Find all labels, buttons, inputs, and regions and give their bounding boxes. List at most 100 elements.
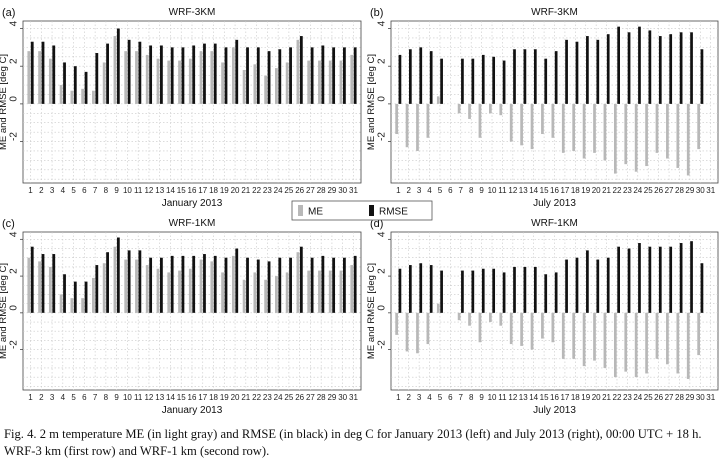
me-bar [81,88,85,104]
x-tick-label: 22 [252,393,261,402]
x-tick-label: 2 [406,186,411,195]
me-bar [509,103,513,142]
rmse-bar [299,246,303,313]
x-tick-label: 29 [685,393,694,402]
y-tick-label: 0 [377,305,388,311]
x-tick-label: 30 [338,393,347,402]
x-tick-label: 17 [560,393,569,402]
x-tick-label: 14 [529,186,538,195]
me-bar [178,270,181,313]
rmse-bar [398,268,402,313]
x-tick-label: 17 [198,186,207,195]
me-bar [686,103,690,176]
me-bar [188,58,192,104]
x-tick-label: 3 [50,393,55,402]
rmse-bar [440,58,443,104]
x-tick-label: 29 [685,186,694,195]
x-tick-label: 15 [177,186,186,195]
x-tick-label: 7 [459,186,464,195]
chart-title: WRF-1KM [531,218,578,229]
x-tick-label: 14 [529,393,538,402]
me-legend-swatch [298,205,303,216]
x-tick-label: 25 [644,393,653,402]
x-tick-label: 5 [71,186,76,195]
me-bar [199,51,203,104]
x-tick-label: 1 [396,186,401,195]
rmse-bar [648,30,652,104]
me-bar [231,47,235,104]
x-tick-label: 15 [177,393,186,402]
rmse-bar [63,62,66,104]
rmse-bar [106,252,109,313]
chart-title: WRF-3KM [531,7,578,18]
x-tick-label: 27 [306,393,315,402]
x-tick-label: 27 [665,393,674,402]
me-bar [634,103,638,172]
y-tick-label: 4 [9,231,20,237]
me-bar [221,272,224,313]
y-tick-label: -2 [9,132,20,141]
rmse-bar [586,250,589,313]
x-axis-label: January 2013 [162,405,223,416]
x-tick-label: 19 [581,393,590,402]
rmse-bar [267,261,271,313]
x-tick-label: 9 [479,393,484,402]
x-tick-label: 19 [220,186,229,195]
y-tick-label: -2 [9,340,20,349]
me-bar [395,312,398,335]
me-bar [697,312,700,356]
rmse-bar [461,58,464,104]
me-bar [666,103,669,159]
rmse-bar [554,51,558,104]
rmse-bar [106,43,109,104]
x-tick-label: 4 [61,186,66,195]
x-tick-label: 27 [306,186,315,195]
y-tick-label: 2 [9,268,20,274]
x-tick-label: 3 [417,393,422,402]
rmse-bar [679,32,683,104]
x-tick-label: 28 [317,186,326,195]
x-tick-label: 22 [613,393,622,402]
x-tick-label: 5 [438,186,443,195]
x-tick-label: 15 [540,186,549,195]
me-bar [167,60,171,104]
me-bar [457,103,461,114]
rmse-bar [409,265,412,313]
x-tick-label: 7 [93,393,98,402]
rmse-bar [658,36,662,104]
rmse-bar [213,255,217,313]
x-tick-label: 23 [263,393,272,402]
me-bar [92,90,95,104]
me-bar [436,303,440,313]
rmse-bar [409,49,412,104]
me-bar [350,265,354,313]
rmse-bar [170,255,174,313]
rmse-bar [523,266,527,313]
x-tick-label: 23 [623,393,632,402]
rmse-bar [116,28,120,104]
x-tick-label: 8 [104,393,109,402]
rmse-bar [289,257,292,313]
x-tick-label: 25 [284,393,293,402]
me-bar [242,279,246,313]
chart-title: WRF-1KM [169,218,216,229]
me-bar [530,103,534,150]
rmse-bar [256,47,260,104]
y-tick-label: -2 [377,132,388,141]
me-bar [416,312,419,354]
me-bar [478,312,482,343]
me-bar [81,298,85,313]
rmse-bar [299,36,303,104]
rmse-bar [700,263,704,313]
x-tick-label: 8 [104,186,109,195]
me-bar [405,103,409,148]
me-bar [520,312,523,346]
x-tick-label: 6 [448,393,453,402]
me-legend-label: ME [308,207,323,218]
rmse-bar [289,47,292,104]
rmse-bar [523,49,527,104]
rmse-bar [149,45,153,104]
x-tick-label: 16 [188,393,197,402]
rmse-bar [192,45,196,104]
rmse-bar [52,254,56,313]
